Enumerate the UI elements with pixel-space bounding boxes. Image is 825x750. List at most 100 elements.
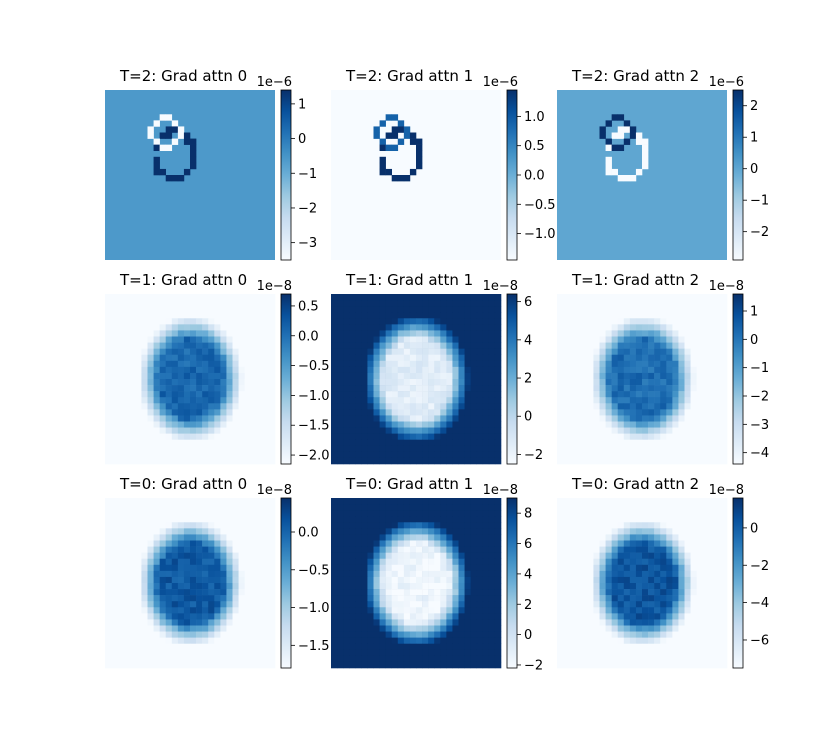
colorbar-tick-label: −1 [298,167,317,182]
heatmap-cell [343,510,350,517]
heatmap-cell [611,372,619,380]
heatmap-cell [355,324,362,331]
heatmap-cell [196,583,203,590]
colorbar-tick-label: −1.0 [298,601,330,616]
heatmap-cell [494,595,502,602]
heatmap-cell [379,457,386,465]
heatmap-cell [714,385,722,392]
heatmap-cell [349,457,356,465]
heatmap-cell [464,324,471,331]
heatmap-cell [208,306,215,313]
heatmap-cell [690,415,697,422]
heatmap-cell [391,126,399,133]
heatmap-cell [367,445,374,453]
heatmap-cell [123,342,130,349]
heatmap-cell [720,379,728,386]
heatmap-cell [165,570,173,578]
heatmap-cell [488,457,496,465]
heatmap-cell [452,655,459,663]
heatmap-cell [379,589,386,596]
heatmap-cell [660,306,667,313]
heatmap-cell [409,397,417,404]
heatmap-cell [660,631,667,638]
heatmap-cell [256,607,264,614]
heatmap-cell [605,570,612,578]
heatmap-cell [214,649,221,657]
heatmap-cell [557,589,564,596]
heatmap-cell [214,445,221,453]
heatmap-cell [666,318,673,325]
heatmap-cell [171,348,179,356]
heatmap-cell [629,546,637,553]
heatmap-cell [367,391,374,398]
heatmap-cell [617,637,625,645]
heatmap-cell [123,649,130,657]
heatmap-cell [593,613,600,620]
heatmap-cell [226,360,233,368]
heatmap-cell [379,138,386,145]
heatmap-cell [183,583,191,590]
heatmap-cell [563,552,570,560]
heatmap-cell [196,516,203,523]
heatmap-cell [629,613,637,620]
heatmap-cell [117,607,124,614]
heatmap-cell [557,415,564,422]
heatmap-cell [470,613,478,620]
heatmap-cell [587,439,594,447]
heatmap-cell [575,354,582,362]
heatmap-cell [262,601,270,608]
heatmap-cell [250,379,258,386]
heatmap-cell [111,409,118,416]
heatmap-cell [373,409,380,416]
heatmap-cell [141,534,148,541]
heatmap-cell [440,391,447,398]
heatmap-cell [129,451,136,459]
heatmap-cell [331,354,338,362]
heatmap-cell [720,540,728,547]
heatmap-cell [720,306,728,313]
heatmap-cell [434,625,441,632]
heatmap-cell [379,168,386,176]
heatmap-cell [208,372,215,380]
heatmap-cell [581,570,588,578]
heatmap-cell [617,439,625,447]
heatmap-cell [268,457,276,465]
heatmap-cell [557,457,564,465]
heatmap-cell [171,433,179,441]
heatmap-cell [563,534,570,541]
heatmap-cell [440,534,447,541]
heatmap-cell [171,457,179,465]
heatmap-cell [563,661,570,669]
heatmap-cell [422,522,429,529]
heatmap-cell [379,306,386,313]
heatmap-cell [702,655,710,663]
heatmap-cell [678,528,685,535]
heatmap-cell [440,540,447,547]
heatmap-cell [714,445,722,453]
heatmap-cell [244,427,252,434]
heatmap-cell [690,421,697,428]
heatmap-cell [575,625,582,632]
heatmap-cell [105,312,112,319]
heatmap-cell [684,348,691,356]
heatmap-cell [135,360,142,368]
heatmap-cell [123,528,130,535]
heatmap-cell [196,619,203,626]
heatmap-cell [446,415,453,422]
heatmap-cell [611,336,619,343]
heatmap-cell [599,643,606,651]
heatmap-cell [672,433,679,441]
heatmap-cell [262,589,270,596]
heatmap-cell [129,306,136,313]
heatmap-cell [123,564,130,572]
heatmap-cell [190,372,197,380]
heatmap-cell [226,391,233,398]
heatmap-cell [220,445,227,453]
heatmap-cell [660,312,667,319]
heatmap-cell [702,391,710,398]
heatmap-cell [171,649,179,657]
heatmap-cell [385,372,393,380]
heatmap-cell [416,583,423,590]
heatmap-cell [165,114,173,121]
heatmap-cell [660,589,667,596]
